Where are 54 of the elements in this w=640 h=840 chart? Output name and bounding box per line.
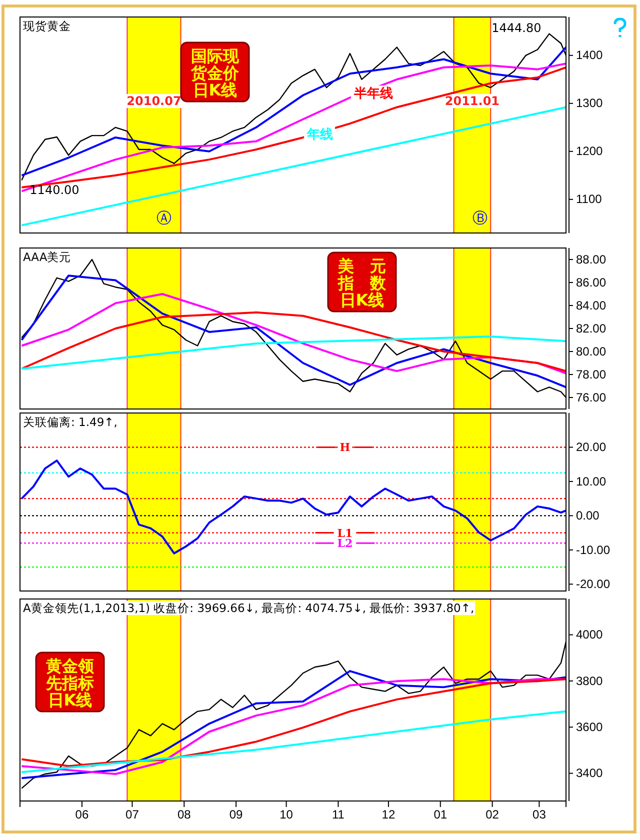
line-series <box>20 311 567 372</box>
y-tick-label: 0.00 <box>576 508 600 523</box>
series-label: 年线 <box>306 127 334 142</box>
x-tick-label: 12 <box>382 808 396 822</box>
y-tick-label: 1300 <box>576 96 604 110</box>
y-tick-label: -20.00 <box>576 576 610 591</box>
ref-line-label: L2 <box>337 537 353 550</box>
annotation: 国际现货金价日K线 <box>190 46 240 100</box>
y-tick-label: 82.00 <box>576 321 606 336</box>
y-tick-label: 86.00 <box>576 275 606 290</box>
y-tick-label: 84.00 <box>576 298 606 312</box>
x-tick-label: 10 <box>280 808 294 822</box>
band-label: 2010.07 <box>126 94 182 108</box>
x-tick-label: 03 <box>532 808 546 822</box>
chart-title: 关联偏离: 1.49↑, <box>23 415 118 429</box>
y-tick-label: 76.00 <box>576 390 606 404</box>
annotation: 1444.80 <box>492 20 542 35</box>
y-tick-label: 20.00 <box>576 440 606 454</box>
y-tick-label: 3600 <box>576 720 604 734</box>
x-tick-label: 01 <box>434 808 448 822</box>
y-tick-label: 3800 <box>576 674 604 688</box>
band-label: 2011.01 <box>444 94 500 108</box>
x-tick-label: 02 <box>486 808 500 822</box>
chart-title: A黄金领先(1,1,2013,1) 收盘价: 3969.66↓, 最高价: 4074.75↓, 最低价: 3937.80↑, <box>23 601 474 615</box>
y-tick-label: 1100 <box>576 192 602 206</box>
annotation: Ⓑ <box>472 209 488 227</box>
y-tick-label: 1200 <box>576 144 604 158</box>
y-tick-label: 3400 <box>576 766 604 780</box>
ref-line-label: L1 <box>337 526 353 540</box>
ref-line-label: H <box>340 441 350 454</box>
series-label: 半年线 <box>352 86 393 102</box>
chart-title: 现货黄金 <box>23 19 71 33</box>
line-series <box>20 274 567 388</box>
y-tick-label: 78.00 <box>576 367 606 382</box>
line-series <box>20 460 567 554</box>
annotation: 1140.00 <box>30 183 80 198</box>
y-tick-label: 10.00 <box>576 474 606 488</box>
line-series <box>20 710 567 774</box>
x-tick-label: 07 <box>126 808 140 822</box>
x-tick-label: 06 <box>75 808 89 822</box>
annotation: Ⓐ <box>156 209 172 227</box>
y-tick-label: 80.00 <box>576 344 606 358</box>
y-tick-label: 88.00 <box>576 252 606 266</box>
chart-title: AAA美元 <box>23 250 72 264</box>
x-tick-label: 09 <box>229 808 244 822</box>
line-series <box>20 293 567 374</box>
line-series <box>20 336 567 370</box>
x-tick-label: 08 <box>177 808 192 822</box>
annotation: 美元指数日K线 <box>337 256 402 310</box>
x-tick-label: 11 <box>332 808 345 822</box>
y-tick-label: 1400 <box>576 48 604 62</box>
y-tick-label: -10.00 <box>576 542 610 557</box>
annotation: 黄金领先指标日K线 <box>45 656 95 710</box>
y-tick-label: 4000 <box>576 628 604 642</box>
